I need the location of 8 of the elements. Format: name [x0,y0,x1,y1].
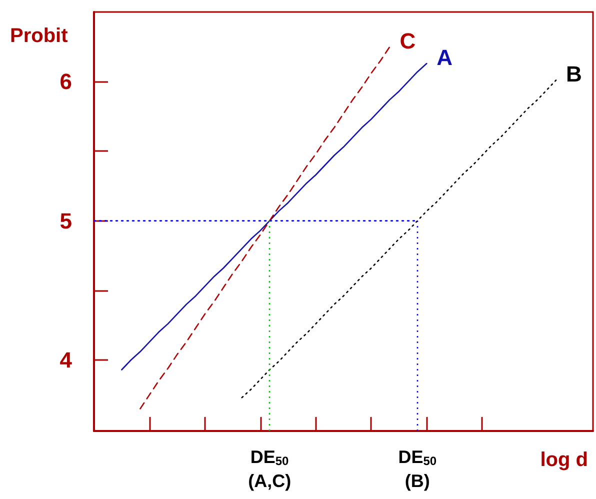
series-label: C [400,28,416,54]
y-tick-label: 5 [60,208,72,234]
series-label: B [566,62,582,87]
series-label: A [436,45,453,70]
y-axis-title: Probit [10,25,68,47]
y-tick-label: 6 [60,69,72,94]
x-axis-title: log d [540,449,588,471]
y-tick-label: 4 [60,348,73,373]
